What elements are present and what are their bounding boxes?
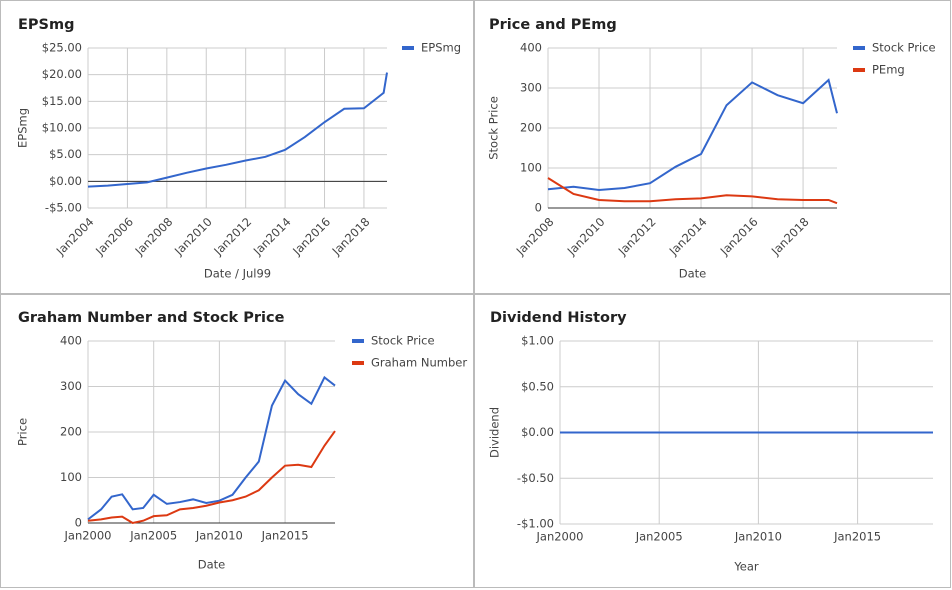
data-line [87, 72, 388, 188]
x-tick-label: Jan2005 [129, 529, 177, 543]
y-tick-label: $0.00 [49, 174, 82, 188]
data-line [87, 430, 336, 525]
x-tick-label: Jan2010 [195, 529, 243, 543]
y-tick-label: 200 [520, 121, 542, 135]
chart-title: Price and PEmg [489, 17, 617, 33]
y-tick-label: 100 [520, 161, 542, 175]
y-tick-label: $5.00 [49, 147, 82, 161]
legend-label: EPSmg [421, 41, 461, 55]
y-axis-label: Price [16, 418, 30, 446]
x-axis-label: Date [679, 267, 707, 281]
y-tick-label: -$0.50 [517, 471, 554, 485]
y-tick-label: -$5.00 [45, 201, 82, 215]
y-tick-label: $0.00 [521, 425, 554, 439]
y-tick-label: 300 [60, 379, 82, 393]
y-axis-label: Stock Price [487, 96, 501, 160]
y-tick-label: 200 [60, 425, 82, 439]
chart-title: Graham Number and Stock Price [18, 310, 285, 326]
x-tick-label: Jan2015 [833, 530, 881, 544]
y-tick-label: $15.00 [42, 94, 82, 108]
x-tick-label: Jan2010 [734, 530, 782, 544]
data-line [547, 177, 838, 205]
y-tick-label: 400 [520, 41, 542, 55]
legend-label: PEmg [872, 63, 905, 77]
panel [0, 0, 474, 294]
x-tick-label: Jan2000 [536, 530, 584, 544]
x-axis-label: Date [198, 558, 226, 572]
legend-label: Stock Price [371, 334, 435, 348]
y-tick-label: $25.00 [42, 41, 82, 55]
legend-label: Graham Number [371, 356, 467, 370]
legend-label: Stock Price [872, 41, 936, 55]
y-axis-label: EPSmg [16, 108, 30, 148]
y-tick-label: 0 [75, 516, 82, 530]
data-line [547, 78, 838, 192]
chart-title: EPSmg [18, 17, 74, 33]
y-tick-label: 400 [60, 334, 82, 348]
y-tick-label: 0 [535, 201, 542, 215]
x-tick-label: Jan2005 [635, 530, 683, 544]
y-tick-label: 300 [520, 81, 542, 95]
y-tick-label: $20.00 [42, 67, 82, 81]
data-line [87, 375, 336, 521]
panel [474, 294, 951, 588]
x-axis-label: Year [733, 560, 759, 574]
x-tick-label: Jan2000 [64, 529, 112, 543]
y-tick-label: $0.50 [521, 379, 554, 393]
chart-title: Dividend History [490, 310, 627, 326]
y-tick-label: -$1.00 [517, 517, 554, 531]
panel [0, 294, 474, 588]
x-tick-label: Jan2015 [261, 529, 309, 543]
y-tick-label: $1.00 [521, 334, 554, 348]
panel [474, 0, 951, 294]
y-tick-label: $10.00 [42, 121, 82, 135]
y-tick-label: 100 [60, 470, 82, 484]
y-axis-label: Dividend [488, 407, 502, 458]
x-axis-label: Date / Jul99 [204, 267, 271, 281]
